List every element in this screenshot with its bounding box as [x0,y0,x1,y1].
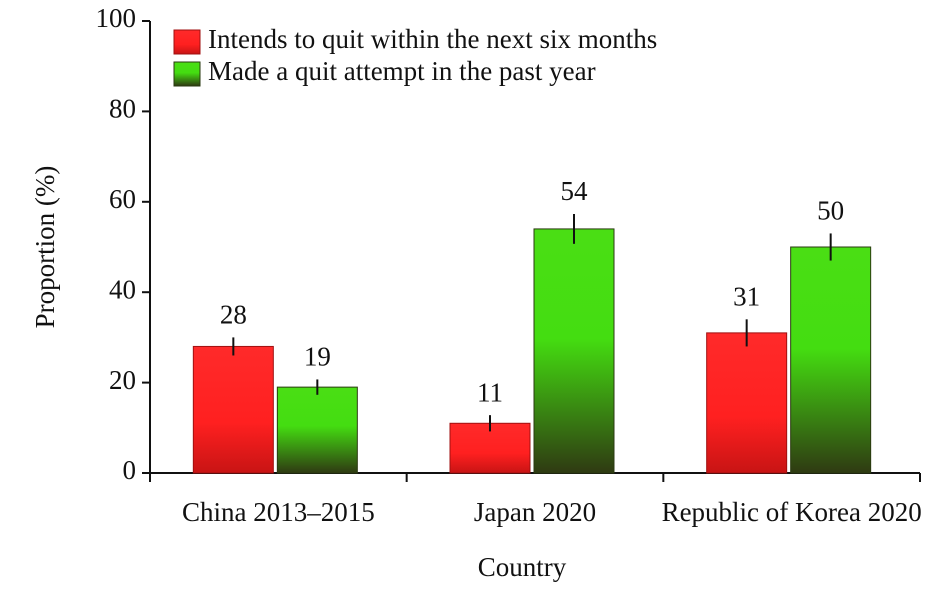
legend-swatch [173,61,201,87]
bar [790,246,872,474]
bar [706,332,788,474]
x-axis-label: Country [478,552,567,582]
bar [449,422,531,474]
legend-label: Intends to quit within the next six mont… [208,24,657,54]
legend-label: Made a quit attempt in the past year [208,56,596,86]
legend-swatch [173,29,201,55]
value-label: 11 [477,377,503,407]
bar [533,228,615,474]
x-tick-label: Japan 2020 [474,497,596,527]
x-tick-label: China 2013–2015 [182,497,375,527]
bar [276,386,358,474]
y-tick-label: 60 [109,184,136,214]
y-tick-label: 20 [109,365,136,395]
bar [192,345,274,474]
y-tick-label: 0 [123,455,137,485]
y-tick-label: 80 [109,94,136,124]
y-tick-label: 40 [109,274,136,304]
value-label: 31 [733,282,760,312]
value-label: 54 [561,176,589,206]
y-axis-label: Proportion (%) [30,166,60,329]
y-tick-label: 100 [96,3,137,33]
value-label: 19 [304,342,331,372]
value-label: 28 [220,300,247,330]
x-tick-label: Republic of Korea 2020 [662,497,922,527]
value-label: 50 [817,196,844,226]
